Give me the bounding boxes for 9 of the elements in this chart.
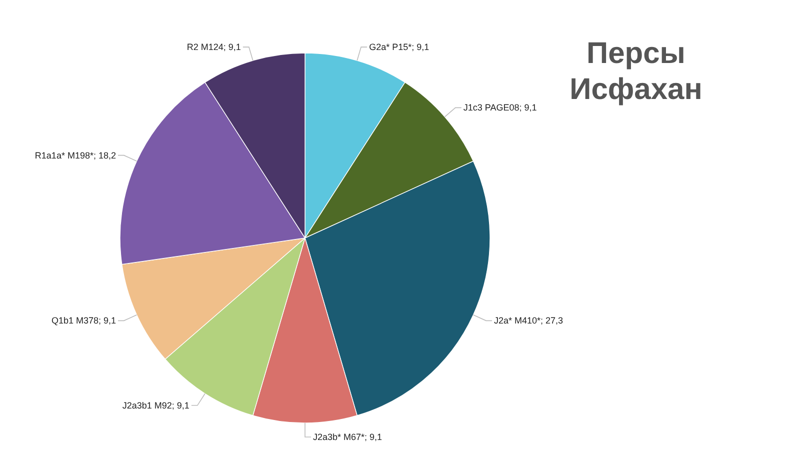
slice-label: G2a* P15*; 9,1	[369, 42, 430, 52]
slice-label: J2a3b1 M92; 9,1	[122, 400, 190, 410]
slice-label: J2a3b* M67*; 9,1	[313, 432, 382, 442]
slice-label: Q1b1 M378; 9,1	[51, 316, 116, 326]
slice-label: R1a1a* M198*; 18,2	[34, 150, 116, 160]
text: Персы Исфахан	[570, 37, 702, 106]
slice-label: R2 M124; 9,1	[186, 42, 241, 52]
slice-label: J1c3 PAGE08; 9,1	[463, 102, 537, 113]
slice-label: J2a* M410*; 27,3	[494, 316, 564, 326]
